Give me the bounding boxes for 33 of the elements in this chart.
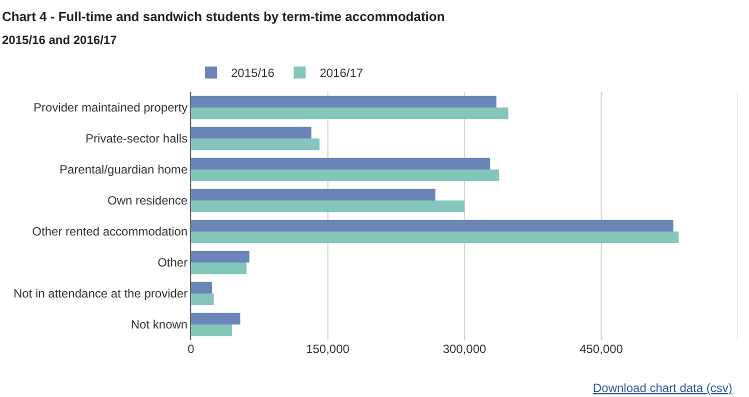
y-tick-label: Own residence	[108, 194, 188, 208]
bar	[191, 324, 232, 336]
x-tick-label: 150,000	[306, 342, 350, 356]
text: 2015/16 and 2016/17	[2, 33, 118, 47]
bar	[191, 96, 496, 108]
bar	[191, 200, 464, 212]
bar	[191, 232, 679, 244]
bar	[191, 282, 212, 294]
bar	[191, 294, 214, 306]
bar	[191, 250, 250, 262]
y-tick-label: Provider maintained property	[34, 100, 188, 115]
bar	[191, 170, 500, 182]
bar	[191, 108, 508, 120]
bar	[191, 138, 320, 150]
y-tick-label: Other rented accommodation	[32, 224, 188, 239]
bar	[191, 126, 312, 138]
y-tick-label: Not known	[130, 318, 188, 332]
bar	[191, 188, 436, 200]
y-tick-label: Private-sector halls	[86, 132, 188, 146]
y-tick-label: Parental/guardian home	[60, 162, 188, 177]
y-tick-label: Other	[158, 256, 188, 270]
bar	[191, 262, 247, 274]
text: Download chart data (csv)	[593, 381, 732, 395]
legend-label: 2015/16	[231, 66, 275, 80]
bar	[191, 312, 240, 324]
bar	[191, 158, 490, 170]
x-tick-label: 300,000	[442, 342, 487, 356]
bar	[191, 220, 674, 232]
x-tick-label: 450,000	[580, 342, 624, 356]
x-tick-label: 0	[188, 342, 195, 356]
chart-title: Chart 4 - Full-time and sandwich students by term-time accommodation	[2, 9, 445, 24]
legend-label: 2016/17	[320, 66, 364, 80]
y-tick-label: Not in attendance at the provider	[13, 286, 188, 301]
